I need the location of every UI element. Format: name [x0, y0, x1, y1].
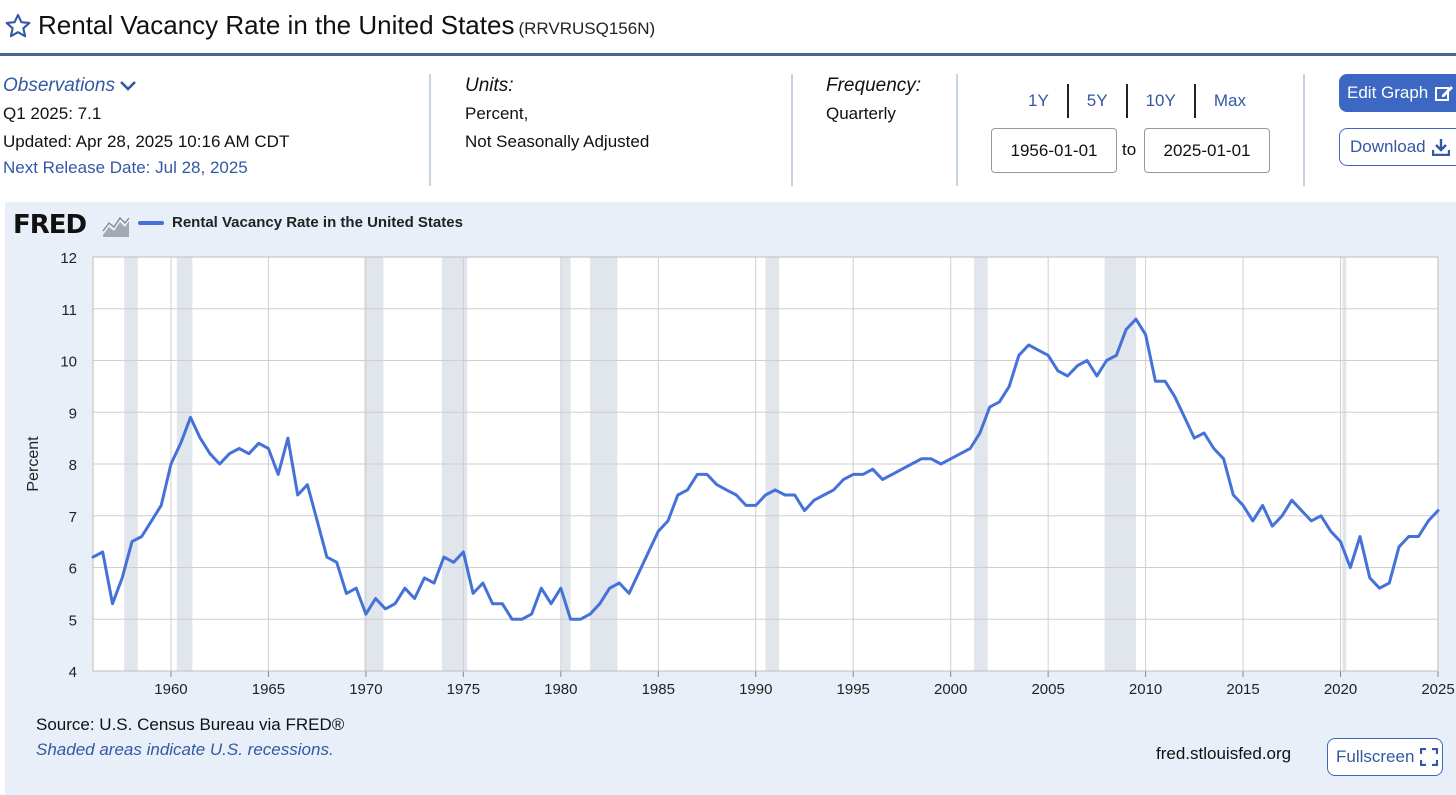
- to-label: to: [1122, 140, 1137, 159]
- divider: [791, 74, 793, 186]
- y-tick-label: 8: [69, 457, 77, 474]
- divider: [429, 74, 431, 186]
- range-buttons: 1Y 5Y 10Y Max: [1010, 84, 1264, 118]
- updated-timestamp: Updated: Apr 28, 2025 10:16 AM CDT: [3, 132, 290, 151]
- range-10y-button[interactable]: 10Y: [1128, 84, 1196, 118]
- star-icon[interactable]: [4, 12, 32, 40]
- observations-block: Observations Q1 2025: 7.1 Updated: Apr 2…: [3, 72, 289, 180]
- fullscreen-button[interactable]: Fullscreen: [1327, 738, 1443, 776]
- series-title: Rental Vacancy Rate in the United States: [38, 10, 515, 40]
- x-tick-label: 1960: [154, 681, 187, 698]
- x-tick-label: 2005: [1031, 681, 1064, 698]
- y-tick-label: 12: [60, 250, 77, 267]
- graph-logo-icon: [102, 215, 130, 237]
- edit-graph-label: Edit Graph: [1347, 83, 1429, 102]
- x-tick-label: 2025: [1421, 681, 1454, 698]
- download-icon: [1431, 139, 1450, 156]
- observations-label: Observations: [3, 75, 115, 96]
- y-tick-label: 6: [69, 561, 77, 578]
- latest-observation: Q1 2025: 7.1: [3, 104, 102, 123]
- fullscreen-label: Fullscreen: [1336, 747, 1415, 766]
- x-tick-label: 2000: [934, 681, 967, 698]
- units-line2: Not Seasonally Adjusted: [465, 132, 650, 151]
- x-tick-label: 1995: [837, 681, 870, 698]
- plot-border: [92, 256, 1439, 672]
- units-block: Units: Percent, Not Seasonally Adjusted: [465, 72, 649, 156]
- y-tick-label: 5: [69, 612, 77, 629]
- title-bar: Rental Vacancy Rate in the United States…: [0, 0, 1456, 56]
- observations-toggle[interactable]: Observations: [3, 72, 289, 100]
- edit-graph-button[interactable]: Edit Graph: [1339, 74, 1456, 112]
- x-tick-label: 1990: [739, 681, 772, 698]
- legend-label: Rental Vacancy Rate in the United States: [172, 214, 463, 231]
- x-tick-label: 1985: [642, 681, 675, 698]
- range-1y-button[interactable]: 1Y: [1010, 84, 1069, 118]
- site-url: fred.stlouisfed.org: [1156, 744, 1292, 763]
- edit-icon: [1435, 86, 1454, 101]
- start-date-input[interactable]: [991, 128, 1117, 173]
- legend-swatch: [138, 220, 164, 225]
- chevron-down-icon: [120, 81, 136, 91]
- units-line1: Percent,: [465, 104, 529, 123]
- x-tick-label: 1970: [349, 681, 382, 698]
- download-label: Download: [1350, 137, 1426, 156]
- divider: [1303, 74, 1305, 186]
- fred-logo: FRED: [13, 210, 87, 240]
- frequency-block: Frequency: Quarterly: [826, 72, 921, 128]
- x-tick-label: 1975: [447, 681, 480, 698]
- next-release-date[interactable]: Next Release Date: Jul 28, 2025: [3, 158, 248, 177]
- download-button[interactable]: Download: [1339, 128, 1456, 166]
- page-title: Rental Vacancy Rate in the United States…: [38, 10, 655, 41]
- series-line: [91, 317, 1440, 621]
- chart-legend: Rental Vacancy Rate in the United States: [138, 214, 463, 231]
- range-max-button[interactable]: Max: [1213, 91, 1246, 110]
- y-tick-label: 10: [60, 354, 77, 371]
- y-tick-label: 9: [69, 405, 77, 422]
- fullscreen-icon: [1420, 748, 1439, 766]
- series-id: (RRVRUSQ156N): [518, 19, 656, 38]
- y-tick-label: 11: [61, 302, 77, 319]
- y-axis-label: Percent: [25, 436, 42, 492]
- source-text: Source: U.S. Census Bureau via FRED®: [36, 715, 345, 734]
- y-tick-label: 7: [69, 509, 77, 526]
- divider: [956, 74, 958, 186]
- x-tick-label: 1980: [544, 681, 577, 698]
- x-tick-label: 2015: [1226, 681, 1259, 698]
- frequency-label: Frequency:: [826, 75, 922, 96]
- x-tick-label: 2020: [1324, 681, 1357, 698]
- x-tick-label: 2010: [1129, 681, 1162, 698]
- x-tick-label: 1965: [252, 681, 285, 698]
- range-5y-button[interactable]: 5Y: [1069, 84, 1128, 118]
- y-tick-label: 4: [69, 664, 77, 681]
- end-date-input[interactable]: [1144, 128, 1270, 173]
- recession-note: Shaded areas indicate U.S. recessions.: [36, 740, 334, 759]
- frequency-value: Quarterly: [826, 104, 896, 123]
- units-label: Units:: [465, 75, 514, 96]
